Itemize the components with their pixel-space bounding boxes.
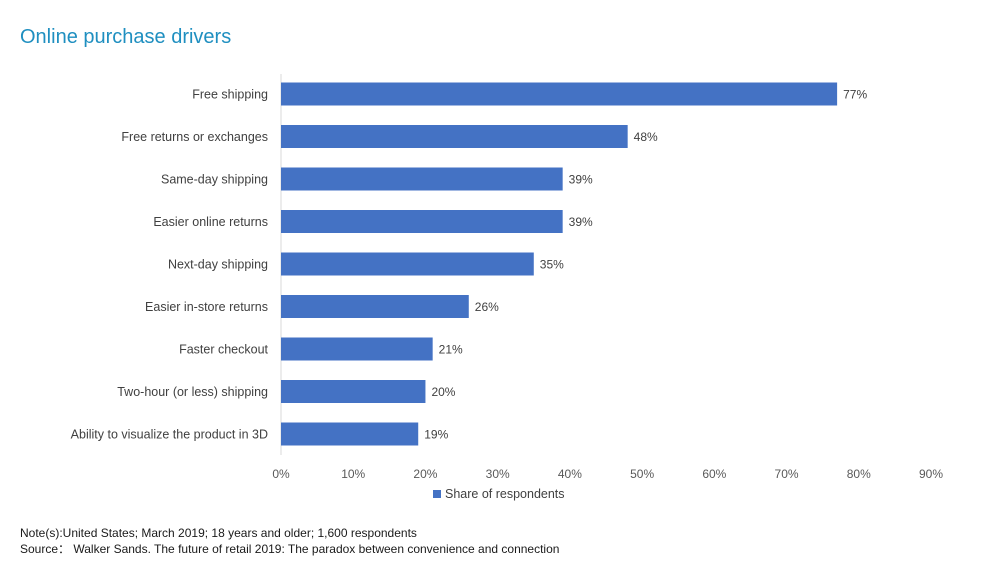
- x-tick-label: 40%: [558, 467, 582, 481]
- bar: [281, 337, 433, 361]
- x-tick-label: 70%: [775, 467, 799, 481]
- category-label: Next-day shipping: [168, 258, 268, 272]
- category-label: Faster checkout: [179, 343, 268, 357]
- category-label: Ability to visualize the product in 3D: [71, 428, 268, 442]
- legend-label: Share of respondents: [445, 487, 565, 501]
- data-label: 39%: [569, 173, 593, 187]
- bar: [281, 422, 419, 446]
- data-label: 19%: [424, 428, 448, 442]
- data-label: 39%: [569, 215, 593, 229]
- category-label: Free returns or exchanges: [121, 130, 268, 144]
- bar: [281, 125, 628, 148]
- bar: [281, 295, 469, 318]
- category-label: Same-day shipping: [161, 173, 268, 187]
- legend-swatch: [433, 490, 441, 498]
- source-text: Source： Walker Sands. The future of reta…: [20, 542, 560, 556]
- bar: [281, 167, 563, 191]
- data-label: 77%: [843, 88, 867, 102]
- bar: [281, 82, 838, 106]
- bar: [281, 210, 563, 233]
- bar: [281, 252, 534, 276]
- category-label: Two-hour (or less) shipping: [117, 385, 268, 399]
- category-label: Easier online returns: [153, 215, 268, 229]
- data-label: 48%: [634, 130, 658, 144]
- x-tick-label: 20%: [413, 467, 437, 481]
- data-label: 20%: [431, 385, 455, 399]
- category-label: Free shipping: [192, 88, 268, 102]
- data-label: 21%: [439, 343, 463, 357]
- chart-title: Online purchase drivers: [20, 26, 232, 48]
- note-text: Note(s):United States; March 2019; 18 ye…: [20, 526, 417, 540]
- category-label: Easier in-store returns: [145, 300, 268, 314]
- x-tick-label: 50%: [630, 467, 654, 481]
- data-label: 35%: [540, 258, 564, 272]
- x-tick-label: 90%: [919, 467, 943, 481]
- x-tick-label: 30%: [486, 467, 510, 481]
- bar: [281, 380, 426, 403]
- x-tick-label: 10%: [341, 467, 365, 481]
- x-tick-label: 60%: [702, 467, 726, 481]
- data-label: 26%: [475, 300, 499, 314]
- x-tick-label: 80%: [847, 467, 871, 481]
- x-tick-label: 0%: [272, 467, 290, 481]
- footnotes: Note(s):United States; March 2019; 18 ye…: [20, 525, 559, 557]
